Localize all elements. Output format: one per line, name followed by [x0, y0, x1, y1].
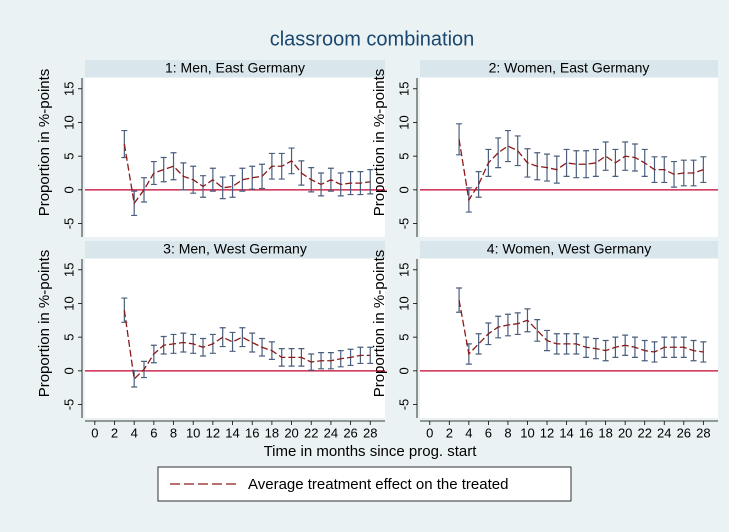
x-tick-label: 12	[540, 425, 554, 440]
panel-header	[85, 241, 385, 258]
x-tick-label: 24	[324, 425, 338, 440]
x-tick-label: 6	[485, 425, 492, 440]
x-tick-label: 12	[206, 425, 220, 440]
error-bar	[131, 370, 138, 388]
error-bar	[229, 175, 236, 198]
error-bar	[495, 137, 502, 169]
y-tick-label: 0	[61, 367, 76, 374]
x-tick-label: 28	[696, 425, 710, 440]
y-tick-label: 0	[396, 186, 411, 193]
plot-area	[420, 259, 718, 418]
x-tick-label: 10	[186, 425, 200, 440]
x-tick-label: 28	[363, 425, 377, 440]
error-bar	[563, 148, 570, 177]
y-axis-label: Proportion in %-points	[371, 69, 388, 217]
error-bar	[219, 327, 226, 348]
legend-label: Average treatment effect on the treated	[248, 476, 508, 493]
error-bar	[259, 163, 266, 190]
x-tick-label: 26	[343, 425, 357, 440]
y-axis-label: Proportion in %-points	[36, 69, 53, 217]
y-tick-label: 10	[61, 296, 76, 310]
panel-title: 1: Men, East Germany	[165, 60, 305, 76]
x-tick-label: 0	[91, 425, 98, 440]
error-bar	[229, 331, 236, 352]
x-tick-label: 20	[284, 425, 298, 440]
y-tick-label: 10	[396, 115, 411, 129]
panel-header	[420, 60, 718, 77]
y-axis-label: Proportion in %-points	[36, 250, 53, 398]
x-axis-label: Time in months since prog. start	[264, 443, 478, 460]
y-tick-label: 5	[61, 334, 76, 341]
error-bar	[592, 148, 599, 177]
panel-header	[85, 60, 385, 77]
error-bar	[219, 176, 226, 200]
error-bar	[504, 129, 511, 163]
x-tick-label: 16	[245, 425, 259, 440]
y-tick-label: 5	[396, 334, 411, 341]
panel-header	[420, 241, 718, 258]
y-tick-label: 0	[61, 186, 76, 193]
x-tick-label: 8	[504, 425, 511, 440]
series-line	[458, 299, 704, 356]
x-tick-label: 18	[265, 425, 279, 440]
y-tick-label: -5	[61, 399, 76, 411]
error-bar	[475, 171, 482, 198]
x-tick-label: 8	[170, 425, 177, 440]
x-tick-label: 4	[465, 425, 472, 440]
y-tick-label: 15	[396, 82, 411, 96]
x-tick-label: 22	[304, 425, 318, 440]
x-tick-label: 14	[559, 425, 573, 440]
error-bar	[367, 169, 374, 195]
x-tick-label: 18	[598, 425, 612, 440]
x-tick-label: 24	[657, 425, 671, 440]
y-tick-label: -5	[61, 218, 76, 230]
series-line	[458, 139, 704, 202]
y-tick-label: 15	[61, 263, 76, 277]
plot-area	[85, 78, 385, 237]
series-line	[123, 143, 371, 205]
y-tick-label: 15	[61, 82, 76, 96]
error-bar	[170, 152, 177, 181]
x-tick-label: 20	[618, 425, 632, 440]
y-tick-label: -5	[396, 218, 411, 230]
x-tick-label: 14	[225, 425, 239, 440]
y-tick-label: -5	[396, 399, 411, 411]
y-axis-label: Proportion in %-points	[371, 250, 388, 398]
y-tick-label: 5	[61, 153, 76, 160]
error-bar	[602, 141, 609, 171]
x-tick-label: 16	[579, 425, 593, 440]
chart-title: classroom combination	[270, 28, 475, 50]
y-tick-label: 15	[396, 263, 411, 277]
plot-area	[85, 259, 385, 418]
series-line	[123, 310, 371, 381]
y-tick-label: 0	[396, 367, 411, 374]
error-bar	[583, 150, 590, 179]
x-tick-label: 26	[677, 425, 691, 440]
x-tick-label: 2	[111, 425, 118, 440]
error-bar	[475, 333, 482, 355]
x-tick-label: 10	[520, 425, 534, 440]
panel-title: 4: Women, West Germany	[487, 241, 651, 257]
x-tick-label: 0	[426, 425, 433, 440]
error-bar	[367, 346, 374, 365]
error-bar	[239, 327, 246, 348]
y-tick-label: 10	[61, 115, 76, 129]
y-tick-label: 5	[396, 153, 411, 160]
x-tick-label: 2	[446, 425, 453, 440]
x-tick-label: 22	[637, 425, 651, 440]
panel-title: 2: Women, East Germany	[489, 60, 650, 76]
error-bar	[573, 150, 580, 179]
y-tick-label: 10	[396, 296, 411, 310]
error-bar	[534, 319, 541, 342]
panel-title: 3: Men, West Germany	[163, 241, 307, 257]
x-tick-label: 4	[131, 425, 138, 440]
plot-area	[420, 78, 718, 237]
x-tick-label: 6	[150, 425, 157, 440]
